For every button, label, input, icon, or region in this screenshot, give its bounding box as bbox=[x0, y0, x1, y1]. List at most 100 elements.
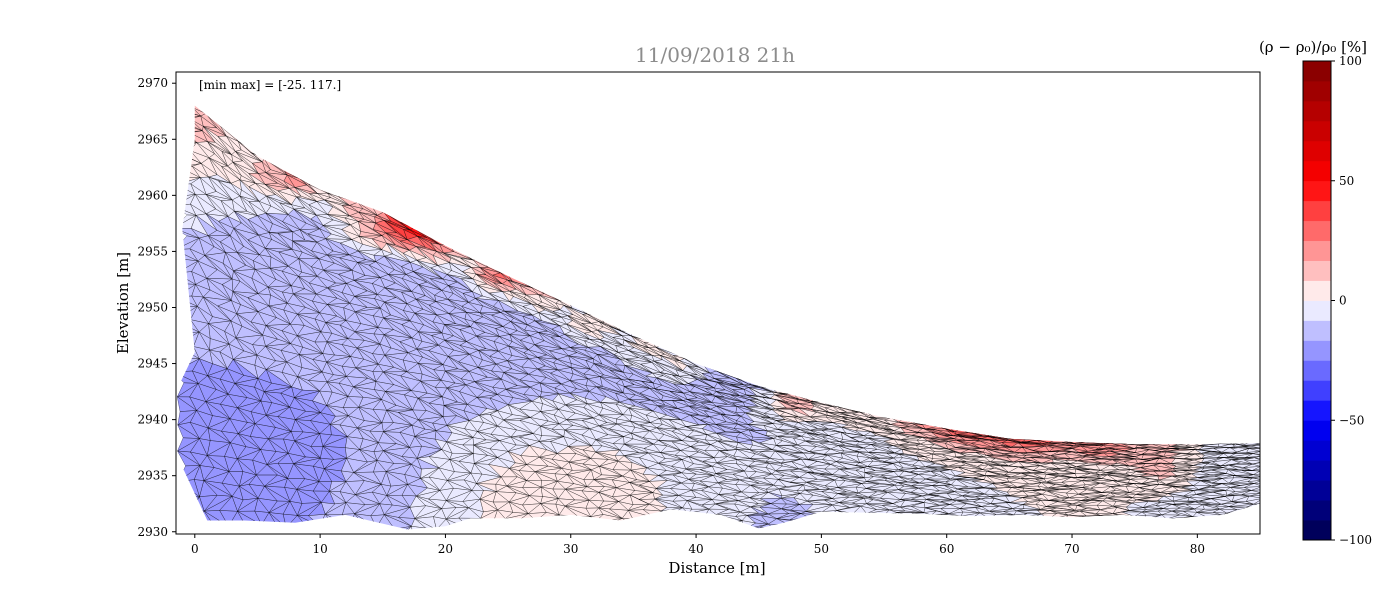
mesh-cell bbox=[931, 421, 953, 426]
mesh-cell bbox=[735, 373, 750, 379]
mesh-cell bbox=[522, 275, 541, 285]
mesh-cell bbox=[1136, 440, 1161, 444]
mesh-cell bbox=[683, 351, 697, 357]
mesh-cell bbox=[942, 420, 961, 425]
mesh-cell bbox=[866, 513, 891, 518]
mesh-cell bbox=[591, 310, 604, 318]
mesh-cell bbox=[925, 419, 953, 426]
mesh-cell bbox=[804, 391, 832, 399]
mesh-cell bbox=[1160, 438, 1178, 442]
mesh-cell bbox=[1050, 434, 1073, 439]
mesh-cell bbox=[1032, 433, 1049, 435]
mesh-cell bbox=[351, 194, 368, 203]
mesh-cell bbox=[956, 423, 980, 429]
mesh-cell bbox=[1214, 436, 1230, 440]
mesh-cell bbox=[176, 105, 198, 108]
mesh-cell bbox=[615, 320, 628, 327]
mesh-cell bbox=[683, 353, 697, 359]
mesh-cell bbox=[1229, 436, 1249, 440]
mesh-cell bbox=[1196, 437, 1220, 440]
mesh-cell bbox=[831, 398, 845, 402]
mesh-cell bbox=[975, 429, 987, 434]
mesh-cell bbox=[342, 190, 360, 198]
mesh-cell bbox=[778, 385, 801, 391]
mesh-cell bbox=[1019, 433, 1045, 436]
mesh-cell bbox=[951, 422, 970, 427]
mesh-cell bbox=[866, 513, 891, 517]
mesh-cell bbox=[1253, 508, 1260, 513]
mesh-cell bbox=[946, 423, 957, 426]
mesh-cell bbox=[918, 417, 934, 421]
mesh-cell bbox=[1019, 433, 1045, 436]
mesh-cell bbox=[1048, 433, 1073, 438]
mesh-cell bbox=[1122, 436, 1143, 438]
mesh-cell bbox=[791, 389, 808, 396]
mesh-cell bbox=[1032, 437, 1047, 441]
mesh-cell bbox=[986, 429, 1012, 433]
mesh-cell bbox=[717, 364, 745, 375]
mesh-cell bbox=[1106, 436, 1135, 441]
mesh-cell bbox=[1019, 432, 1041, 434]
mesh-cell bbox=[1103, 439, 1117, 441]
mesh-cell bbox=[1244, 440, 1260, 443]
mesh-cell bbox=[910, 416, 926, 420]
mesh-cell bbox=[838, 399, 861, 408]
mesh-cell bbox=[1094, 435, 1111, 437]
mesh-cell bbox=[804, 391, 832, 399]
mesh-cell bbox=[925, 419, 952, 423]
mesh-cell bbox=[860, 406, 875, 408]
mesh-cell bbox=[1182, 437, 1197, 442]
mesh-cell bbox=[1200, 436, 1220, 440]
mesh-cell bbox=[1154, 439, 1170, 444]
mesh-cell bbox=[1063, 434, 1079, 438]
mesh-cell bbox=[743, 373, 756, 381]
mesh-cell bbox=[1032, 435, 1047, 439]
mesh-cell bbox=[1219, 436, 1235, 440]
mesh-cell bbox=[1044, 433, 1060, 440]
mesh-cell bbox=[771, 385, 789, 391]
mesh-cell bbox=[836, 400, 861, 408]
mesh-cell bbox=[858, 513, 880, 519]
mesh-cell bbox=[910, 415, 928, 419]
mesh-cell bbox=[1096, 437, 1107, 441]
mesh-cell bbox=[979, 427, 995, 430]
mesh-cell bbox=[1078, 435, 1100, 437]
mesh-cell bbox=[1191, 442, 1206, 444]
mesh-cell bbox=[921, 514, 934, 520]
mesh-cell bbox=[796, 389, 806, 392]
mesh-cell bbox=[1196, 440, 1221, 444]
mesh-cell bbox=[1142, 436, 1164, 438]
mesh-cell bbox=[833, 400, 848, 407]
mesh-cell bbox=[1163, 436, 1174, 439]
mesh-cell bbox=[369, 200, 386, 208]
mesh-cell bbox=[176, 105, 197, 108]
mesh-cell bbox=[641, 332, 661, 341]
mesh-cell bbox=[1196, 437, 1224, 441]
mesh-cell bbox=[976, 426, 990, 429]
mesh-cell bbox=[894, 415, 905, 420]
mesh-cell bbox=[179, 134, 197, 143]
mesh-cell bbox=[1246, 436, 1260, 438]
mesh-cell bbox=[494, 262, 505, 271]
mesh-cell bbox=[1170, 437, 1193, 442]
mesh-cell bbox=[461, 246, 481, 257]
mesh-cell bbox=[1140, 438, 1161, 441]
mesh-cell bbox=[403, 216, 419, 225]
mesh-cell bbox=[1192, 438, 1209, 442]
plot-area bbox=[176, 105, 1260, 530]
mesh-cell bbox=[1192, 439, 1209, 444]
mesh-cell bbox=[1228, 513, 1252, 517]
mesh-cell bbox=[751, 376, 773, 383]
mesh-cell bbox=[975, 427, 987, 430]
mesh-cell bbox=[1111, 439, 1131, 441]
mesh-cell bbox=[1094, 515, 1111, 521]
mesh-cell bbox=[283, 163, 299, 172]
mesh-cell bbox=[1142, 436, 1164, 438]
mesh-cell bbox=[1041, 513, 1058, 521]
mesh-cell bbox=[749, 378, 773, 383]
mesh-cell bbox=[1226, 440, 1250, 443]
mesh-cell bbox=[701, 358, 718, 365]
mesh-cell bbox=[651, 338, 662, 345]
mesh-cell bbox=[1000, 431, 1020, 434]
mesh-cell bbox=[807, 395, 832, 399]
